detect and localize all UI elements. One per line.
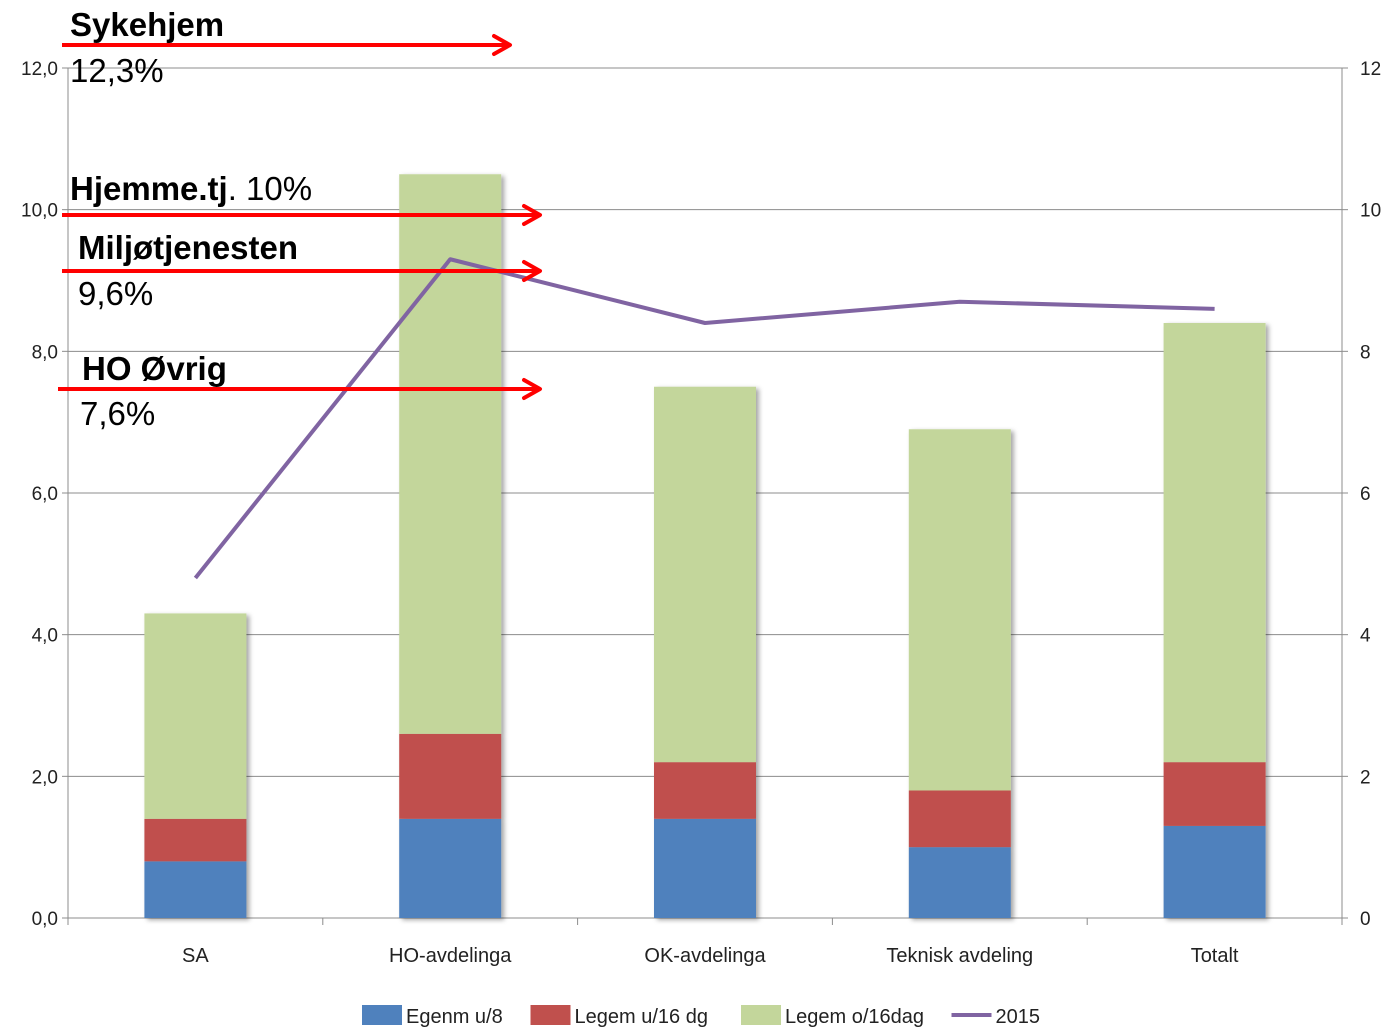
bars [144, 174, 1266, 918]
bar-segment [399, 818, 502, 918]
right-tick-label: 8 [1360, 342, 1371, 363]
right-tick-label: 12 [1360, 59, 1381, 80]
line-2015 [193, 257, 1215, 580]
bar-segment [654, 386, 756, 763]
tick-labels: 0,0 2,0 4,0 6,0 8,0 10,0 12,0 0 2 4 6 8 10 12 [21, 59, 1381, 930]
bar-segment [1163, 762, 1266, 826]
annotation-label: Hjemme.tj. 10% [70, 170, 312, 207]
left-tick-label: 12,0 [21, 59, 58, 80]
category-label: HO-avdelinga [389, 945, 512, 967]
legend-swatch [741, 1005, 781, 1025]
bar-segment [908, 847, 1011, 918]
left-tick-label: 6,0 [32, 484, 58, 505]
category-labels: SA HO-avdelinga OK-avdelinga Teknisk avdeli… [182, 945, 1239, 967]
bar-stack [654, 386, 756, 918]
bar-segment [654, 762, 756, 819]
annotation-value: 7,6% [80, 395, 155, 432]
annotation-title: HO Øvrig [82, 350, 227, 387]
bar-stack [399, 174, 502, 918]
bar-stack [908, 429, 1011, 918]
left-tick-label: 4,0 [32, 626, 58, 647]
left-tick-label: 2,0 [32, 767, 58, 788]
bar-segment [1163, 825, 1266, 918]
annotation-value: 9,6% [78, 275, 153, 312]
annotation-arrowhead [522, 260, 542, 282]
right-tick-label: 4 [1360, 626, 1371, 647]
annotation-arrowhead [522, 204, 542, 226]
bar-stack [1163, 323, 1266, 918]
line-series [193, 257, 1215, 580]
bar-segment [144, 818, 247, 862]
annotations: Sykehjem 12,3% Hjemme.tj. 10% Miljøtjeneste… [58, 6, 542, 432]
right-tick-label: 2 [1360, 767, 1371, 788]
bar-segment [1163, 323, 1266, 763]
legend: Egenm u/8 Legem u/16 dg Legem o/16dag 2015 [362, 1005, 1040, 1028]
right-tick-label: 0 [1360, 909, 1371, 930]
legend-label: 2015 [996, 1006, 1041, 1028]
bar-segment [654, 818, 756, 918]
left-tick-label: 10,0 [21, 201, 58, 222]
left-tick-label: 0,0 [32, 909, 58, 930]
annotation-title: Sykehjem [70, 6, 224, 43]
bar-segment [399, 733, 502, 819]
right-tick-label: 10 [1360, 201, 1381, 222]
annotation-arrowhead [492, 34, 512, 56]
legend-swatch [530, 1005, 571, 1025]
bar-segment [144, 861, 247, 918]
bar-segment [144, 613, 247, 819]
annotation-arrowhead [522, 378, 542, 400]
legend-label: Legem o/16dag [785, 1006, 924, 1028]
legend-swatch [362, 1005, 402, 1025]
left-tick-label: 8,0 [32, 342, 58, 363]
bar-segment [908, 790, 1011, 848]
category-label: SA [182, 945, 209, 967]
category-label: Totalt [1191, 945, 1239, 967]
bar-segment [908, 429, 1011, 791]
category-label: OK-avdelinga [644, 945, 766, 967]
right-tick-label: 6 [1360, 484, 1371, 505]
category-label: Teknisk avdeling [886, 945, 1033, 967]
legend-label: Egenm u/8 [406, 1006, 503, 1028]
bar-stack [144, 613, 247, 918]
annotation-value: 12,3% [70, 52, 164, 89]
annotation-title: Miljøtjenesten [78, 229, 298, 266]
legend-label: Legem u/16 dg [575, 1006, 708, 1028]
